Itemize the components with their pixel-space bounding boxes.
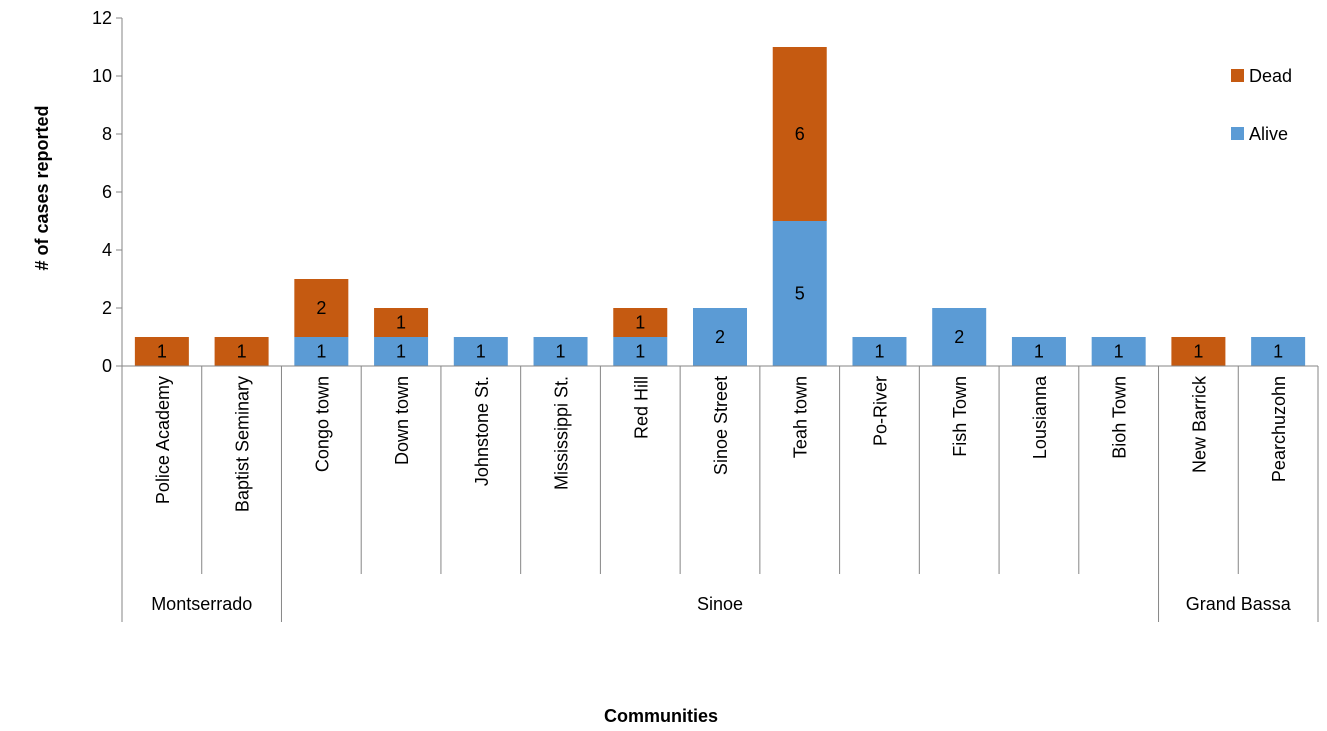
bar-dead-segment bbox=[294, 279, 349, 337]
bar-alive-segment bbox=[1251, 337, 1306, 366]
x-axis: Police Academy Baptist Seminary Congo town… bbox=[121, 365, 1319, 622]
legend-label-dead: Dead bbox=[1249, 66, 1292, 86]
y-axis-title: # of cases reported bbox=[32, 105, 52, 270]
data-label: 1 bbox=[396, 342, 406, 362]
x-category-label: Po-River bbox=[870, 376, 890, 446]
data-label: 1 bbox=[476, 342, 486, 362]
y-tick-label: 0 bbox=[102, 356, 112, 376]
x-category-label: Baptist Seminary bbox=[233, 376, 253, 512]
data-label: 1 bbox=[1193, 342, 1203, 362]
data-label: 2 bbox=[316, 298, 326, 318]
y-tick-label: 12 bbox=[92, 8, 112, 28]
bar-alive-segment bbox=[1011, 337, 1066, 366]
x-category-label: Fish Town bbox=[950, 376, 970, 457]
x-category-label: Teah town bbox=[791, 376, 811, 458]
bar-alive-segment bbox=[533, 337, 588, 366]
legend-swatch-dead bbox=[1231, 69, 1244, 82]
bar-dead-segment bbox=[134, 337, 189, 366]
bar-alive-segment bbox=[693, 308, 747, 366]
data-label: 1 bbox=[157, 342, 167, 362]
bar-dead-segment bbox=[1171, 337, 1226, 366]
data-label: 1 bbox=[874, 342, 884, 362]
data-label: 1 bbox=[396, 313, 406, 333]
bar-alive-segment bbox=[374, 337, 429, 366]
bar-alive-segment bbox=[932, 308, 987, 366]
x-category-label: Pearchuzohn bbox=[1269, 376, 1289, 482]
data-label: 2 bbox=[954, 327, 964, 347]
x-category-label: Congo town bbox=[312, 376, 332, 472]
x-group-label: Montserrado bbox=[151, 594, 252, 614]
y-tick-label: 2 bbox=[102, 298, 112, 318]
bar-dead-segment bbox=[214, 337, 269, 366]
bar-alive-segment bbox=[1091, 337, 1146, 366]
y-tick-label: 10 bbox=[92, 66, 112, 86]
x-category-label: Lousianna bbox=[1030, 375, 1050, 459]
data-label: 1 bbox=[635, 313, 645, 333]
bar-dead-segment bbox=[613, 308, 668, 337]
y-tick-label: 6 bbox=[102, 182, 112, 202]
x-category-label: Red Hill bbox=[631, 376, 651, 439]
y-tick-label: 8 bbox=[102, 124, 112, 144]
legend-swatch-alive bbox=[1231, 127, 1244, 140]
y-tick-label: 4 bbox=[102, 240, 112, 260]
data-label: 1 bbox=[635, 342, 645, 362]
data-label: 6 bbox=[795, 124, 805, 144]
x-group-label: Grand Bassa bbox=[1186, 594, 1292, 614]
bar-alive-segment bbox=[453, 337, 508, 366]
data-label: 2 bbox=[715, 327, 725, 347]
bar-alive-segment bbox=[294, 337, 349, 366]
data-label: 1 bbox=[1273, 342, 1283, 362]
data-label: 1 bbox=[237, 342, 247, 362]
y-axis: 0 2 4 6 8 10 12 bbox=[92, 8, 123, 376]
bar-dead-segment bbox=[374, 308, 429, 337]
x-category-label: Police Academy bbox=[153, 376, 173, 504]
x-axis-title: Communities bbox=[604, 706, 718, 726]
x-category-label: New Barrick bbox=[1189, 375, 1209, 473]
data-label: 1 bbox=[316, 342, 326, 362]
x-category-label: Johnstone St. bbox=[472, 376, 492, 486]
bar-alive-segment bbox=[772, 221, 827, 366]
data-label: 1 bbox=[1114, 342, 1124, 362]
bar-alive-segment bbox=[613, 337, 668, 366]
legend-label-alive: Alive bbox=[1249, 124, 1288, 144]
bars: 1 1 1 2 1 1 1 1 1 1 2 5 6 1 2 1 1 1 1 bbox=[134, 47, 1306, 366]
data-label: 1 bbox=[1034, 342, 1044, 362]
bar-dead-segment bbox=[772, 47, 827, 221]
bar-alive-segment bbox=[852, 337, 907, 366]
x-category-label: Down town bbox=[392, 376, 412, 465]
data-label: 1 bbox=[556, 342, 566, 362]
legend: Dead Alive bbox=[1231, 66, 1292, 144]
data-label: 5 bbox=[795, 284, 805, 304]
x-category-label: Mississippi St. bbox=[552, 376, 572, 490]
x-group-label: Sinoe bbox=[697, 594, 743, 614]
x-category-label: Bioh Town bbox=[1110, 376, 1130, 459]
x-category-label: Sinoe Street bbox=[711, 376, 731, 475]
